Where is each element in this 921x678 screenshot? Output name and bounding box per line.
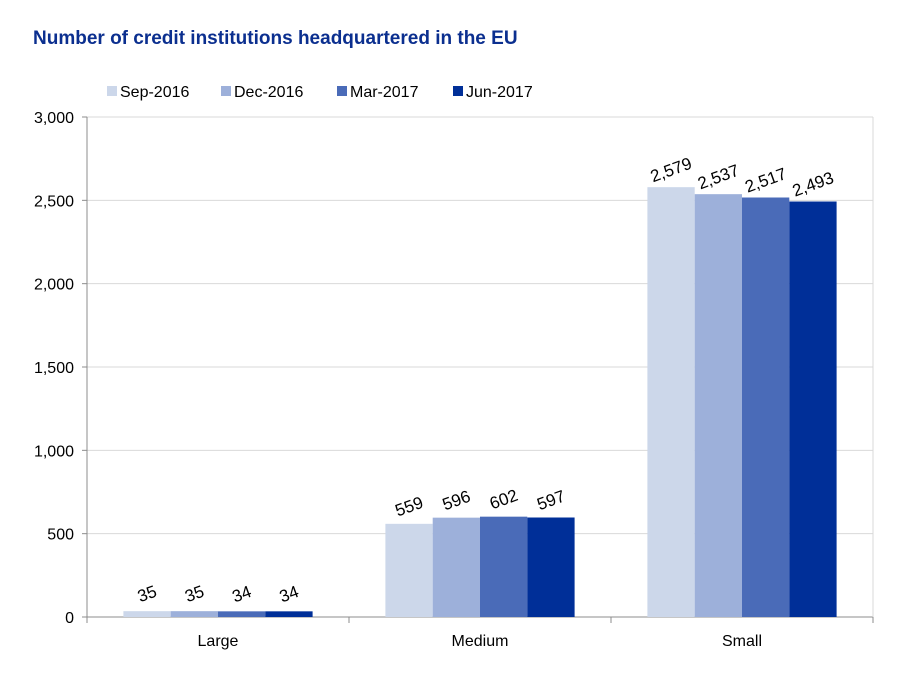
legend-label: Jun-2017 xyxy=(466,84,533,101)
bar xyxy=(527,517,575,617)
data-label: 596 xyxy=(440,487,473,515)
data-label: 35 xyxy=(135,582,159,606)
legend-swatch xyxy=(221,86,231,96)
data-label: 597 xyxy=(534,487,567,515)
bar xyxy=(647,187,695,617)
y-tick-label: 2,500 xyxy=(34,193,74,210)
y-tick-label: 2,000 xyxy=(34,277,74,294)
chart-title: Number of credit institutions headquarte… xyxy=(33,28,518,49)
bar xyxy=(789,201,837,617)
data-label: 2,493 xyxy=(790,168,836,200)
data-label: 35 xyxy=(182,582,206,606)
data-label: 34 xyxy=(230,582,254,606)
legend-swatch xyxy=(453,86,463,96)
bar xyxy=(694,194,742,617)
data-label: 34 xyxy=(277,582,301,606)
legend-label: Mar-2017 xyxy=(350,84,419,101)
data-label: 2,579 xyxy=(648,154,694,186)
y-tick-label: 1,500 xyxy=(34,360,74,377)
bar xyxy=(432,517,480,617)
bar xyxy=(123,611,171,617)
bars xyxy=(123,187,837,617)
bar xyxy=(218,611,266,617)
bar xyxy=(480,516,528,617)
data-label: 2,517 xyxy=(743,164,789,196)
legend-label: Sep-2016 xyxy=(120,84,189,101)
y-tick-label: 500 xyxy=(47,527,74,544)
bar xyxy=(385,523,433,617)
data-label: 2,537 xyxy=(695,161,741,193)
y-tick-label: 3,000 xyxy=(34,110,74,127)
x-tick-label: Large xyxy=(198,633,239,650)
data-label: 559 xyxy=(393,493,426,521)
x-tick-label: Small xyxy=(722,633,762,650)
legend-swatch xyxy=(107,86,117,96)
bar xyxy=(265,611,313,617)
bar xyxy=(170,611,218,617)
legend-swatch xyxy=(337,86,347,96)
legend-label: Dec-2016 xyxy=(234,84,303,101)
bar xyxy=(742,197,790,617)
x-tick-label: Medium xyxy=(452,633,509,650)
y-axis: 0 500 1,000 1,500 2,000 2,500 3,000 xyxy=(34,110,88,627)
x-axis: Large Medium Small xyxy=(86,617,874,650)
y-tick-label: 1,000 xyxy=(34,443,74,460)
legend: Sep-2016 Dec-2016 Mar-2017 Jun-2017 xyxy=(107,84,533,101)
y-tick-label: 0 xyxy=(65,610,74,627)
data-label: 602 xyxy=(487,486,520,514)
